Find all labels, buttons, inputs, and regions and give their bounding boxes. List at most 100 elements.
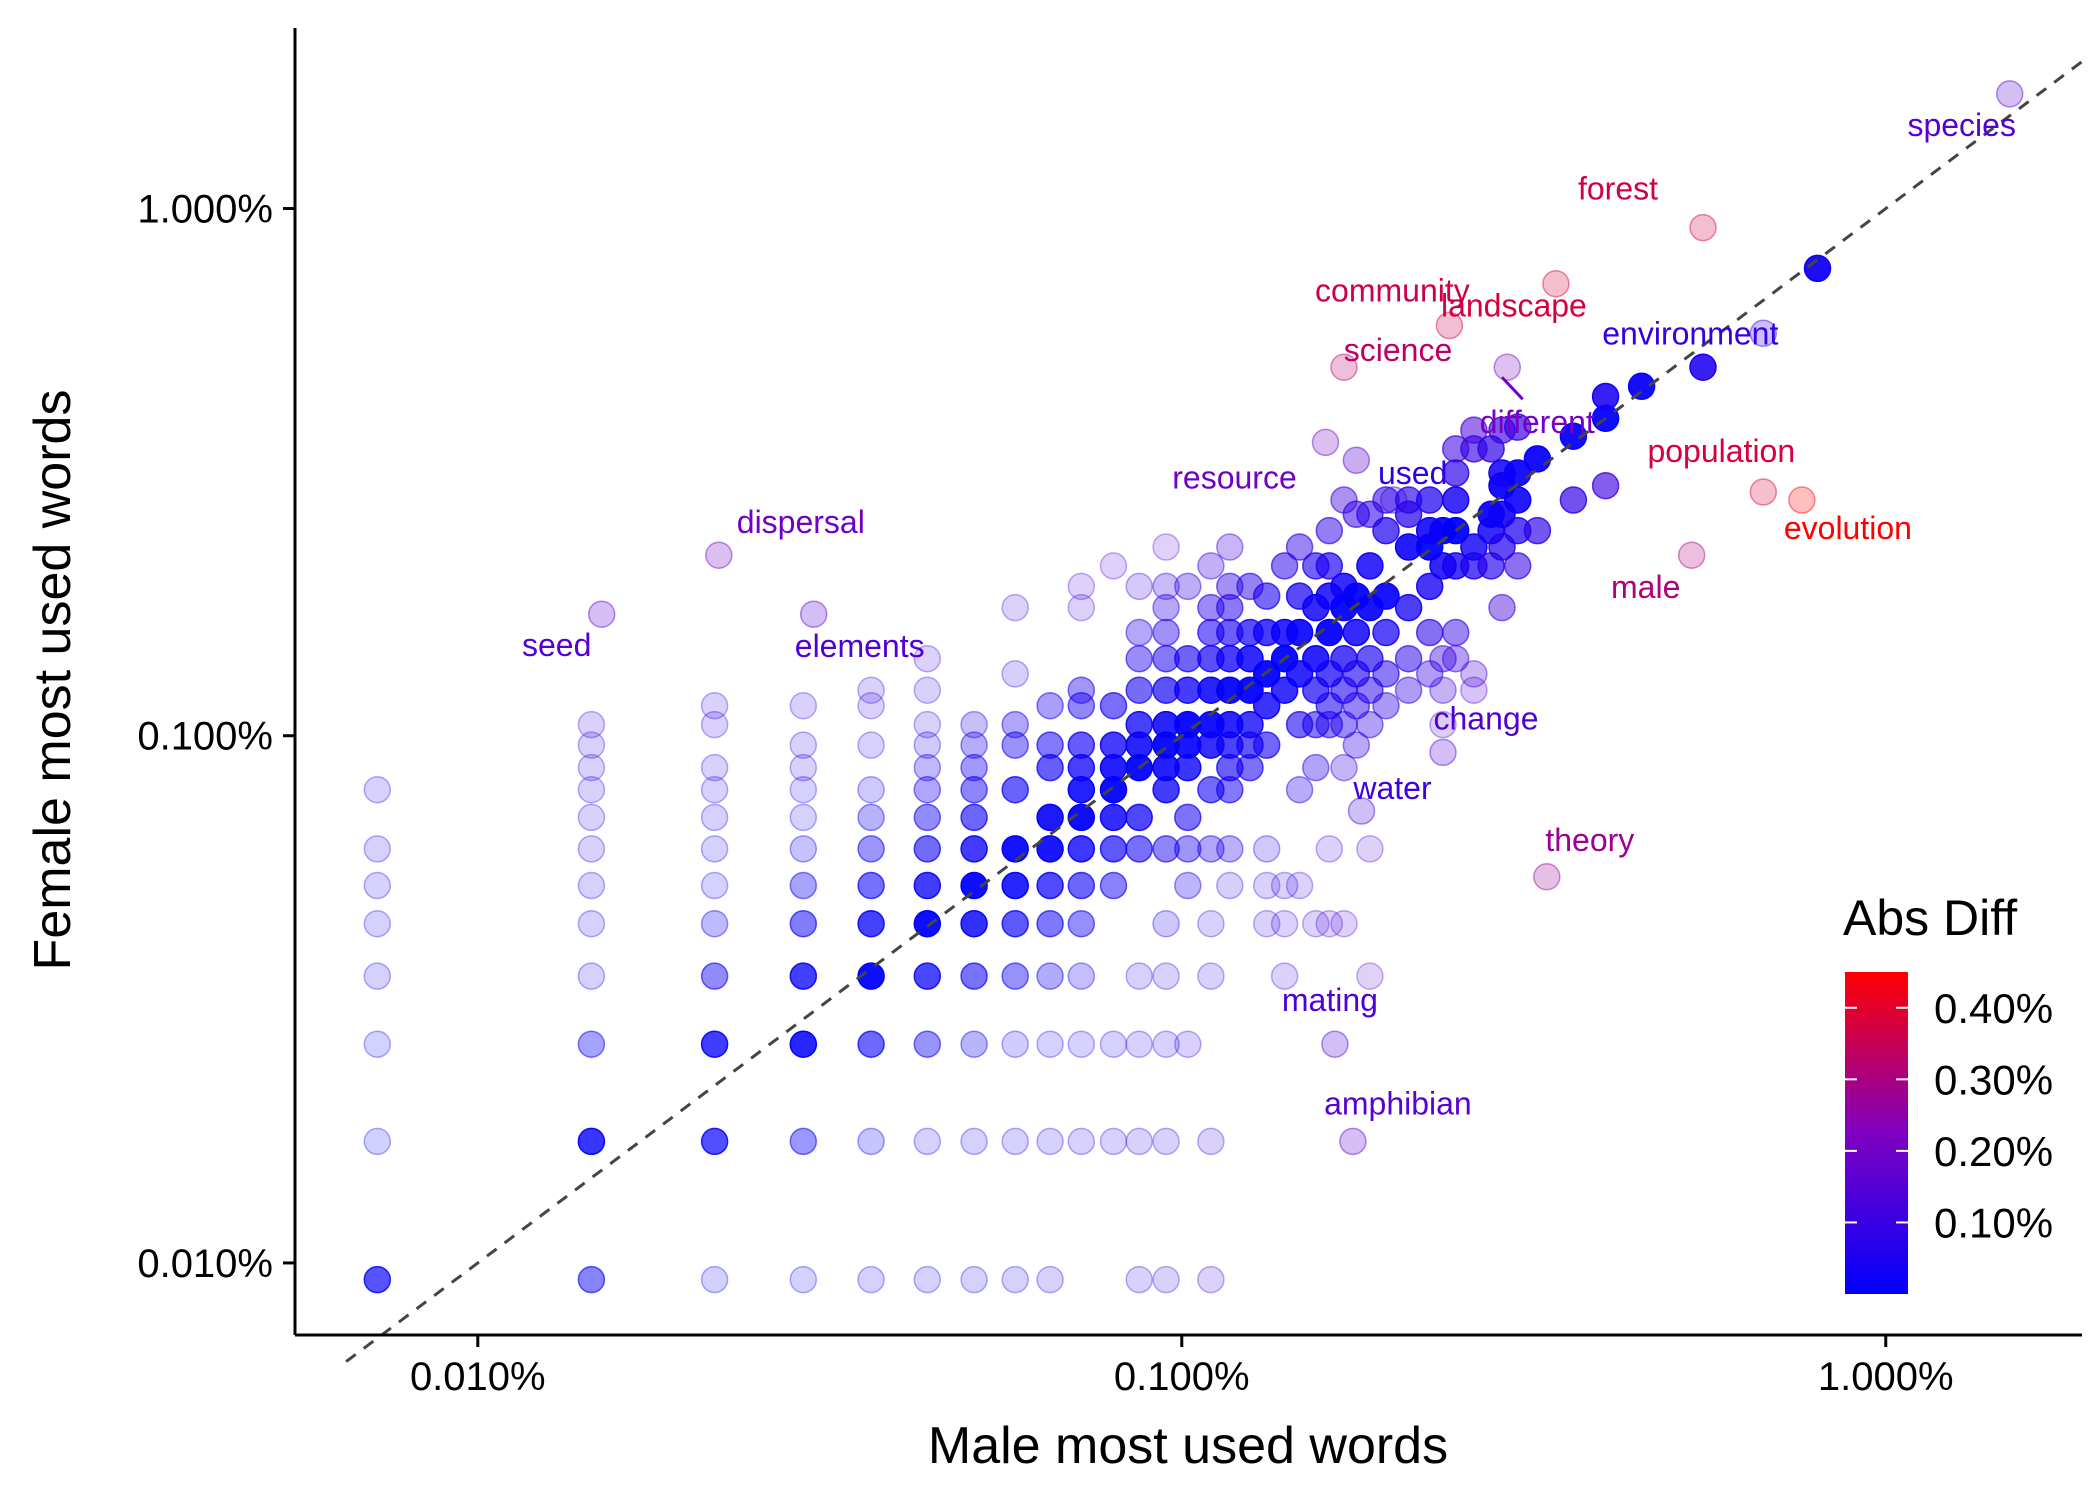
scatter-point [857, 835, 885, 863]
scatter-point [1270, 909, 1299, 938]
legend-tick-label: 0.10% [1934, 1199, 2053, 1246]
scatter-point [1099, 835, 1128, 863]
scatter-point [1001, 835, 1029, 863]
scatter-point [577, 962, 606, 990]
points-layer [363, 254, 1832, 1294]
scatter-point [1252, 835, 1281, 863]
x-axis-title: Male most used words [928, 1417, 1448, 1475]
scatter-point [960, 753, 988, 782]
scatter-point [1067, 593, 1096, 622]
word-label-elements: elements [795, 628, 925, 664]
scatter-point [789, 1030, 818, 1058]
scatter-point [1125, 572, 1153, 601]
scatter-point [1067, 691, 1096, 720]
scatter-point [1099, 1030, 1128, 1058]
scatter-point [577, 871, 606, 900]
scatter-point [913, 1127, 942, 1156]
scatter-point [1099, 691, 1128, 720]
scatter-point [913, 731, 942, 759]
scatter-point [913, 775, 942, 804]
scatter-point [1330, 909, 1358, 938]
scatter-point [1356, 710, 1384, 739]
scatter-point [1394, 676, 1423, 704]
scatter-point [700, 803, 729, 832]
word-label-forest: forest [1578, 171, 1658, 207]
scatter-point [1001, 660, 1029, 688]
scatter-point [1036, 962, 1064, 990]
scatter-point [1441, 618, 1470, 647]
labeled-point-theory [1533, 863, 1561, 891]
scatter-point [1174, 644, 1202, 673]
labeled-point-population [1749, 478, 1778, 506]
scatter-point [1036, 731, 1064, 759]
word-label-amphibian: amphibian [1324, 1085, 1472, 1121]
scatter-point [960, 803, 988, 832]
scatter-point [700, 1127, 729, 1156]
labeled-point-change [1429, 738, 1457, 767]
scatter-point [363, 775, 392, 804]
scatter-point [1197, 1265, 1225, 1294]
scatter-point [960, 909, 988, 938]
scatter-point [1152, 909, 1180, 938]
scatter-point [1503, 486, 1532, 514]
scatter-point [1036, 909, 1064, 938]
scatter-point [1036, 1030, 1064, 1058]
labeled-point-different [1493, 353, 1522, 381]
scatter-point [1001, 1265, 1029, 1294]
word-label-seed: seed [522, 627, 591, 663]
scatter-point [857, 1265, 885, 1294]
scatter-point [577, 775, 606, 804]
labeled-point-male [1677, 541, 1706, 569]
scatter-point [700, 775, 729, 804]
labeled-point-resource [1311, 428, 1340, 457]
scatter-point [363, 835, 392, 863]
labeled-point-seed [587, 600, 616, 628]
scatter-point [1067, 731, 1096, 759]
scatter-point [1394, 644, 1423, 673]
word-label-science: science [1344, 332, 1453, 368]
scatter-point [1503, 413, 1532, 441]
word-label-species: species [1907, 107, 2016, 143]
scatter-point [789, 835, 818, 863]
scatter-point [1174, 871, 1202, 900]
scatter-point [1591, 382, 1620, 411]
scatter-point [700, 1030, 729, 1058]
legend-title: Abs Diff [1843, 890, 2017, 946]
scatter-point [857, 676, 885, 704]
scatter-point [1372, 691, 1400, 720]
scatter-point [1197, 909, 1225, 938]
scatter-point [363, 871, 392, 900]
labeled-point-evolution [1788, 486, 1816, 514]
scatter-point [1152, 1265, 1180, 1294]
scatter-point [913, 710, 942, 739]
scatter-point [1036, 871, 1064, 900]
scatter-point [1503, 552, 1532, 580]
legend-tick-label: 0.20% [1934, 1128, 2053, 1175]
word-label-population: population [1647, 433, 1795, 469]
scatter-point [1342, 618, 1371, 647]
color-legend: Abs Diff 0.10% 0.20% 0.30% 0.40% [1843, 890, 2053, 1294]
scatter-point [1356, 962, 1384, 990]
scatter-point [1067, 1030, 1096, 1058]
scatter-point [1099, 731, 1128, 759]
scatter-point [857, 691, 885, 720]
word-label-community: community [1315, 273, 1470, 309]
scatter-point [1174, 835, 1202, 863]
scatter-point [363, 1030, 392, 1058]
scatter-point [1252, 909, 1281, 938]
scatter-point [1285, 871, 1314, 900]
scatter-point [1252, 582, 1281, 610]
scatter-point [1627, 372, 1656, 401]
scatter-point [789, 909, 818, 938]
labeled-point-dispersal [705, 541, 733, 569]
word-label-evolution: evolution [1784, 510, 1912, 546]
scatter-point [1001, 775, 1029, 804]
scatter-point [700, 835, 729, 863]
legend-ticks: 0.10% 0.20% 0.30% 0.40% [1845, 985, 2053, 1246]
word-label-dispersal: dispersal [737, 504, 865, 540]
scatter-point [960, 1030, 988, 1058]
scatter-point [1067, 962, 1096, 990]
scatter-point [1523, 516, 1552, 545]
